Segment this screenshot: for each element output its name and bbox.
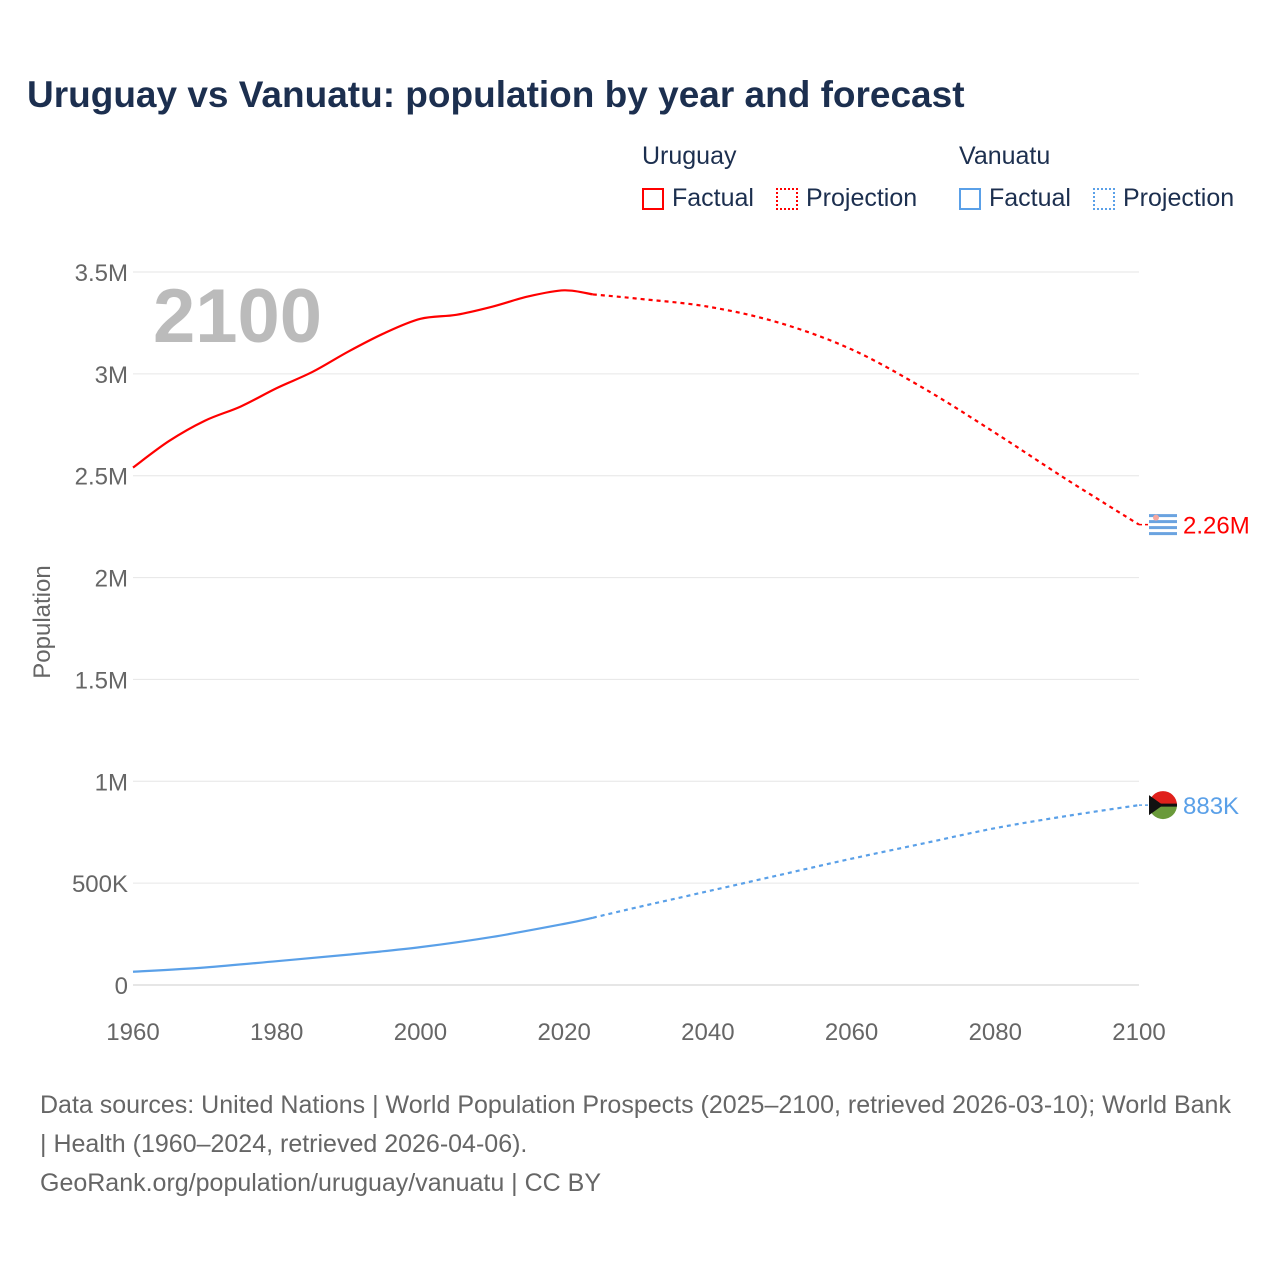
y-tick-label: 1.5M bbox=[75, 667, 128, 694]
legend-label: Projection bbox=[1123, 184, 1235, 212]
y-tick-label: 0 bbox=[115, 973, 128, 1000]
y-tick-label: 1M bbox=[95, 769, 128, 796]
year-overlay: 2100 bbox=[153, 274, 322, 359]
legend-uruguay-factual[interactable]: Factual bbox=[642, 184, 754, 213]
uruguay-projection-line bbox=[592, 293, 1140, 526]
y-tick-label: 2M bbox=[95, 566, 128, 593]
vanuatu-factual-line bbox=[132, 916, 594, 973]
flag-stripe bbox=[1149, 520, 1177, 524]
flag-band bbox=[1149, 803, 1177, 807]
flag-stripe bbox=[1149, 532, 1177, 536]
flag-stripe bbox=[1149, 514, 1177, 518]
flag-stripe bbox=[1149, 526, 1177, 530]
x-tick-label: 2040 bbox=[681, 1019, 734, 1046]
flag-top bbox=[1149, 791, 1178, 806]
x-tick-label: 2080 bbox=[969, 1019, 1022, 1046]
legend-group-vanuatu: Vanuatu bbox=[959, 142, 1051, 170]
legend-uruguay-projection[interactable]: Projection bbox=[776, 184, 917, 213]
legend-swatch-solid bbox=[642, 187, 664, 210]
legend-group-uruguay: Uruguay bbox=[642, 142, 737, 170]
x-tick-label: 1980 bbox=[250, 1019, 303, 1046]
flag-sun bbox=[1153, 514, 1159, 521]
legend-label: Factual bbox=[672, 184, 754, 212]
vanuatu-end-label: 883K bbox=[1183, 793, 1239, 820]
x-tick-label: 2060 bbox=[825, 1019, 878, 1046]
footer: Data sources: United Nations | World Pop… bbox=[40, 1086, 1240, 1203]
x-tick-label: 2020 bbox=[537, 1019, 590, 1046]
y-tick-label: 3M bbox=[95, 362, 128, 389]
legend-swatch-dotted bbox=[1093, 187, 1115, 210]
vanuatu-flag-icon bbox=[1149, 791, 1178, 820]
y-tick-label: 2.5M bbox=[75, 464, 128, 491]
x-tick-label: 1960 bbox=[106, 1019, 159, 1046]
source-link[interactable]: GeoRank.org/population/uruguay/vanuatu |… bbox=[40, 1169, 602, 1197]
flag-triangle bbox=[1149, 795, 1163, 816]
legend-vanuatu-projection[interactable]: Projection bbox=[1093, 184, 1234, 213]
legend-swatch-solid bbox=[959, 187, 981, 210]
y-axis-label: Population bbox=[29, 565, 56, 678]
legend-label: Projection bbox=[806, 184, 918, 212]
legend-swatch-dotted bbox=[776, 187, 798, 210]
uruguay-end-label: 2.26M bbox=[1183, 513, 1250, 540]
y-tick-label: 500K bbox=[72, 871, 128, 898]
uruguay-flag-icon bbox=[1149, 510, 1177, 539]
flag-bottom bbox=[1149, 805, 1178, 820]
legend-vanuatu-factual[interactable]: Factual bbox=[959, 184, 1071, 213]
vanuatu-projection-line bbox=[592, 804, 1140, 919]
flag-bg bbox=[1149, 510, 1177, 539]
y-tick-label: 3.5M bbox=[75, 260, 128, 287]
x-tick-label: 2000 bbox=[394, 1019, 447, 1046]
legend-label: Factual bbox=[989, 184, 1071, 212]
chart-title: Uruguay vs Vanuatu: population by year a… bbox=[27, 74, 965, 115]
data-sources: Data sources: United Nations | World Pop… bbox=[40, 1091, 1231, 1158]
uruguay-factual-line bbox=[132, 289, 594, 469]
x-tick-label: 2100 bbox=[1112, 1019, 1165, 1046]
